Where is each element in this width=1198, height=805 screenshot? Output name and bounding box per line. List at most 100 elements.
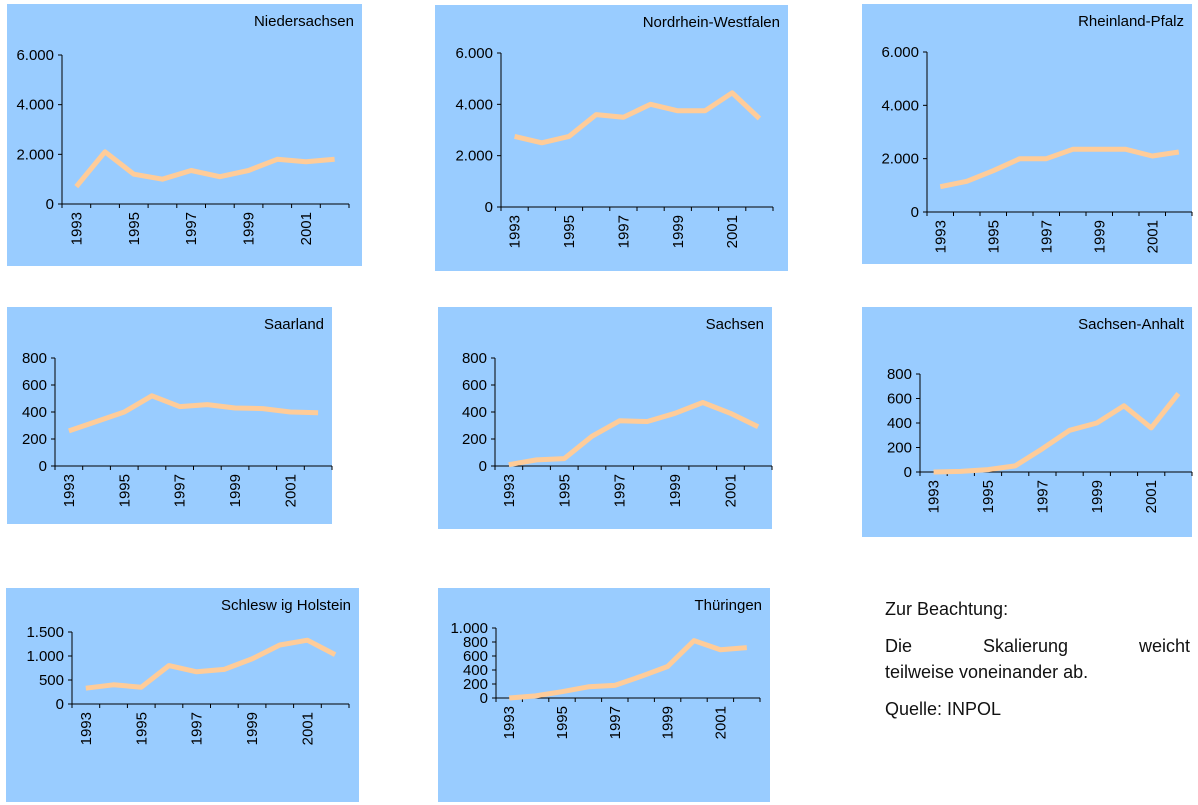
chart-panel-sachsen-anhalt: Sachsen-Anhalt 0 200 400 600 800 1993 1995 1997… <box>862 307 1193 537</box>
y-tick-label: 800 <box>887 366 912 383</box>
data-line <box>933 392 1181 475</box>
data-line <box>68 393 319 434</box>
y-tick-label: 800 <box>462 350 487 367</box>
y-tick-label: 0 <box>480 690 488 707</box>
chart-title: Thüringen <box>694 597 762 614</box>
chart-plot: 0 2.000 4.000 6.000 1993 1995 1997 1999 2001 <box>16 47 350 245</box>
x-tick-label: 1993 <box>78 712 95 745</box>
x-tick-label: 2001 <box>299 712 316 745</box>
y-tick-label: 2.000 <box>881 151 919 168</box>
x-tick-label: 1993 <box>68 212 85 245</box>
y-tick-label: 6.000 <box>455 45 493 62</box>
chart-title: Saarland <box>263 316 324 333</box>
chart-panel-niedersachsen: Niedersachsen 0 2.000 4.000 6.000 1993 1995 19… <box>7 4 362 266</box>
y-tick-label: 800 <box>22 350 47 367</box>
chart-title: Rheinland-Pfalz <box>1078 13 1184 30</box>
y-tick-label: 600 <box>887 391 912 408</box>
chart-panel-sachsen: Sachsen 0 200 400 600 800 1993 1995 1997 1999 200… <box>438 307 773 529</box>
data-line <box>514 90 762 146</box>
x-tick-label: 1995 <box>554 706 571 739</box>
x-tick-label: 1997 <box>189 712 206 745</box>
chart-panel-schleswig-holstein: Schlesw ig Holstein 0 500 1.000 1.500 1993 19… <box>6 588 359 802</box>
y-tick-label: 0 <box>904 464 912 481</box>
y-tick-label: 4.000 <box>16 97 54 114</box>
y-tick-label: 1.000 <box>450 620 488 637</box>
chart-plot: 0 500 1.000 1.500 1993 1995 1997 1999 2001 <box>26 624 350 745</box>
chart-title: Niedersachsen <box>253 13 354 30</box>
chart-plot: 0 200 400 600 800 1993 1995 1997 1999 2001 <box>887 366 1193 513</box>
x-tick-label: 1999 <box>241 212 258 245</box>
data-line <box>508 400 760 468</box>
x-tick-label: 2001 <box>282 474 299 507</box>
note-text-line2: teilweise voneinander ab. <box>885 662 1089 682</box>
chart-panel-nordrhein-westfalen: Nordrhein-Westfalen 0 2.000 4.000 6.000 1993… <box>435 5 788 271</box>
x-tick-label: 2001 <box>722 474 739 507</box>
y-tick-label: 0 <box>39 458 47 475</box>
x-tick-label: 1995 <box>556 474 573 507</box>
data-line <box>939 146 1180 190</box>
x-tick-label: 1997 <box>1038 220 1055 253</box>
y-tick-label: 600 <box>22 377 47 394</box>
x-tick-label: 2001 <box>724 215 741 248</box>
y-tick-label: 400 <box>887 415 912 432</box>
chart-plot: 0 200 400 600 800 1993 1995 1997 1999 2001 <box>462 350 773 507</box>
x-tick-label: 1993 <box>501 474 518 507</box>
y-tick-label: 200 <box>462 431 487 448</box>
x-tick-label: 1999 <box>660 706 677 739</box>
chart-title: Nordrhein-Westfalen <box>642 14 780 31</box>
data-line <box>509 638 747 701</box>
chart-title: Sachsen-Anhalt <box>1078 316 1184 333</box>
data-line <box>74 149 335 189</box>
x-tick-label: 1995 <box>116 474 133 507</box>
y-tick-label: 200 <box>887 440 912 457</box>
y-tick-label: 6.000 <box>16 47 54 64</box>
y-tick-label: 4.000 <box>881 97 919 114</box>
x-tick-label: 1997 <box>172 474 189 507</box>
x-tick-label: 1993 <box>61 474 78 507</box>
x-tick-label: 1995 <box>980 480 997 513</box>
x-tick-label: 1997 <box>612 474 629 507</box>
y-tick-label: 0 <box>479 458 487 475</box>
x-tick-label: 1997 <box>607 706 624 739</box>
chart-plot: 0 2.000 4.000 6.000 1993 1995 1997 1999 2001 <box>455 45 774 248</box>
y-tick-label: 0 <box>485 199 493 216</box>
x-tick-label: 2001 <box>1144 220 1161 253</box>
x-tick-label: 1999 <box>227 474 244 507</box>
y-tick-label: 0 <box>46 196 54 213</box>
x-tick-label: 1997 <box>615 215 632 248</box>
x-tick-label: 1999 <box>667 474 684 507</box>
y-tick-label: 2.000 <box>455 148 493 165</box>
x-tick-label: 1997 <box>1034 480 1051 513</box>
y-tick-label: 200 <box>463 676 488 693</box>
chart-panel-rheinland-pfalz: Rheinland-Pfalz 0 2.000 4.000 6.000 1993 1995… <box>862 4 1193 264</box>
x-tick-label: 1995 <box>126 212 143 245</box>
chart-panel-thueringen: Thüringen 0 200 400 600 800 1.000 1993 1995 1997… <box>438 588 770 802</box>
y-tick-label: 6.000 <box>881 44 919 61</box>
x-tick-label: 1993 <box>501 706 518 739</box>
x-tick-label: 1993 <box>932 220 949 253</box>
note-source: Quelle: INPOL <box>885 699 1002 719</box>
x-tick-label: 2001 <box>1143 480 1160 513</box>
note-text-line1: Die Skalierung weicht <box>885 636 1190 656</box>
y-tick-label: 800 <box>463 634 488 651</box>
y-tick-label: 400 <box>22 404 47 421</box>
x-tick-label: 1999 <box>244 712 261 745</box>
x-tick-label: 1997 <box>183 212 200 245</box>
y-tick-label: 0 <box>911 204 919 221</box>
chart-plot: 0 200 400 600 800 1993 1995 1997 1999 2001 <box>22 350 333 507</box>
x-tick-label: 2001 <box>298 212 315 245</box>
x-tick-label: 1999 <box>1089 480 1106 513</box>
y-tick-label: 0 <box>56 696 64 713</box>
note-box: Zur Beachtung: Die Skalierung weicht tei… <box>885 596 1190 733</box>
x-tick-label: 1995 <box>561 215 578 248</box>
y-tick-label: 600 <box>463 648 488 665</box>
y-tick-label: 400 <box>462 404 487 421</box>
data-line <box>85 637 337 691</box>
x-tick-label: 1999 <box>670 215 687 248</box>
x-tick-label: 1999 <box>1091 220 1108 253</box>
y-tick-label: 1.000 <box>26 648 64 665</box>
chart-title: Sachsen <box>705 316 764 333</box>
chart-plot: 0 2.000 4.000 6.000 1993 1995 1997 1999 2001 <box>881 44 1193 253</box>
y-tick-label: 600 <box>462 377 487 394</box>
